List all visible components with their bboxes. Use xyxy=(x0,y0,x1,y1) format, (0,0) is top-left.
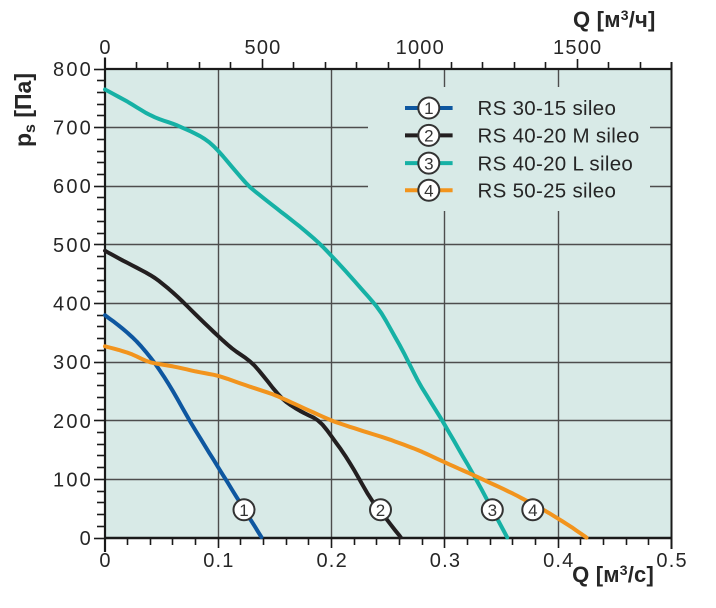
svg-text:0.5: 0.5 xyxy=(656,550,687,572)
svg-text:0.4: 0.4 xyxy=(543,550,574,572)
svg-text:0.2: 0.2 xyxy=(316,550,347,572)
svg-text:1500: 1500 xyxy=(553,37,602,59)
svg-text:RS 30-15 sileo: RS 30-15 sileo xyxy=(478,97,617,120)
svg-text:3: 3 xyxy=(424,154,433,173)
svg-text:500: 500 xyxy=(53,235,93,257)
svg-text:1000: 1000 xyxy=(396,37,445,59)
svg-text:700: 700 xyxy=(53,118,93,140)
svg-text:600: 600 xyxy=(53,176,93,198)
svg-text:0: 0 xyxy=(80,528,93,550)
svg-text:4: 4 xyxy=(528,501,537,520)
svg-text:Q [м3/с]: Q [м3/с] xyxy=(572,562,654,587)
svg-text:200: 200 xyxy=(53,411,93,433)
svg-text:800: 800 xyxy=(53,59,93,81)
svg-text:1: 1 xyxy=(239,501,248,520)
svg-text:RS 50-25 sileo: RS 50-25 sileo xyxy=(478,180,617,203)
svg-text:0.3: 0.3 xyxy=(430,550,461,572)
svg-text:500: 500 xyxy=(245,37,282,59)
svg-text:RS 40-20 L sileo: RS 40-20 L sileo xyxy=(478,152,634,175)
svg-text:ps [Па]: ps [Па] xyxy=(10,73,39,147)
svg-text:3: 3 xyxy=(488,501,497,520)
svg-text:4: 4 xyxy=(424,182,433,201)
svg-text:1: 1 xyxy=(424,99,433,118)
svg-text:400: 400 xyxy=(53,294,93,316)
svg-text:100: 100 xyxy=(53,469,93,491)
svg-text:300: 300 xyxy=(53,352,93,374)
svg-text:0: 0 xyxy=(99,550,111,572)
svg-text:2: 2 xyxy=(424,127,433,146)
svg-text:0: 0 xyxy=(99,37,111,59)
svg-text:RS 40-20 M sileo: RS 40-20 M sileo xyxy=(478,125,640,148)
svg-text:Q [м3/ч]: Q [м3/ч] xyxy=(573,7,655,32)
svg-text:0.1: 0.1 xyxy=(203,550,234,572)
svg-text:2: 2 xyxy=(376,501,385,520)
